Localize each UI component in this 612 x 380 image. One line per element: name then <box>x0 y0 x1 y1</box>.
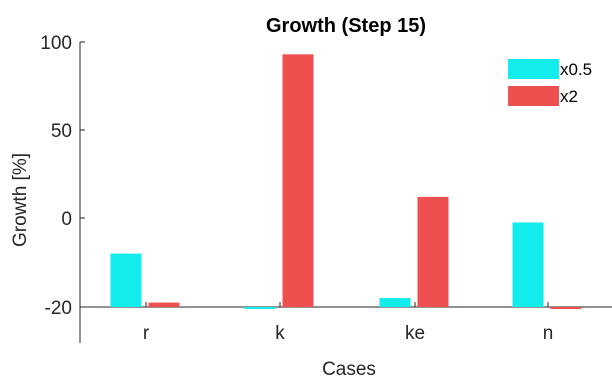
bar-series <box>110 54 582 309</box>
y-tick-label: 0 <box>61 209 72 230</box>
legend-swatch-x2 <box>508 86 559 106</box>
x-axis-label: Cases <box>322 359 376 380</box>
bar-x0.5-ke <box>379 298 411 307</box>
bar-x0.5-r <box>110 253 142 307</box>
x-tick-label: k <box>275 323 285 344</box>
y-axis-label: Growth [%] <box>10 153 31 247</box>
legend: x0.5 x2 <box>508 59 592 106</box>
legend-label-x0.5: x0.5 <box>560 60 592 79</box>
bar-x0.5-k <box>244 307 276 309</box>
x-tick-label: n <box>543 323 554 344</box>
bar-x2-n <box>550 307 582 309</box>
bar-x2-k <box>282 54 314 307</box>
chart-title: Growth (Step 15) <box>266 15 426 37</box>
x-axis-ticks: r k ke n <box>143 302 553 344</box>
x-tick-label: ke <box>405 323 425 344</box>
bar-x2-r <box>148 302 180 307</box>
x-tick-label: r <box>143 323 150 344</box>
legend-swatch-x0.5 <box>508 59 559 79</box>
y-tick-label: 50 <box>51 121 72 142</box>
legend-label-x2: x2 <box>560 87 578 106</box>
y-axis-ticks: 100 50 0 -20 <box>40 33 85 319</box>
bar-x2-ke <box>417 196 449 307</box>
y-tick-label: 100 <box>40 33 72 54</box>
y-tick-label: -20 <box>45 298 72 319</box>
bar-x0.5-n <box>512 222 544 307</box>
